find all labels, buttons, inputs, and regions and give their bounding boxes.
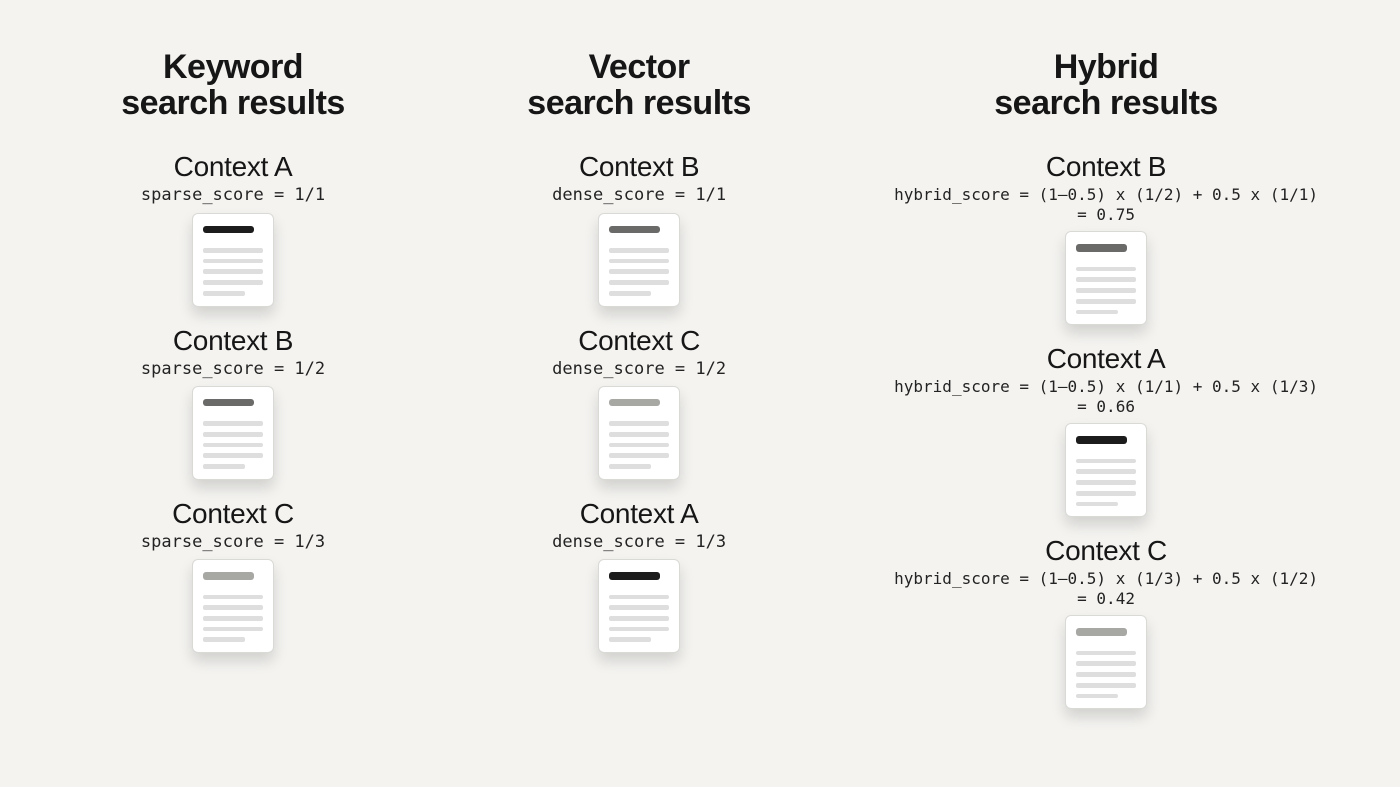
doc-body-line [609,248,669,253]
doc-body-line [1076,672,1136,677]
document-icon [192,386,274,480]
doc-header-line [1076,436,1127,444]
context-label: Context C [1045,535,1167,567]
doc-body-line [609,627,669,632]
document-icon [598,213,680,307]
score-text: dense_score = 1/3 [552,532,726,553]
doc-body-line [203,280,263,285]
doc-body-line [203,421,263,426]
result-item: Context B dense_score = 1/1 [552,151,726,306]
context-label: Context B [579,151,699,183]
result-item: Context B hybrid_score = (1–0.5) x (1/2)… [894,151,1318,325]
doc-body-line [1076,459,1136,464]
doc-body-line [609,432,669,437]
doc-body-line [203,464,245,469]
doc-body-line [1076,661,1136,666]
doc-body-line [1076,651,1136,656]
result-item: Context B sparse_score = 1/2 [141,325,325,480]
doc-body-line [203,291,245,296]
column-title: Keyword search results [121,50,345,121]
doc-body-line [203,595,263,600]
doc-body-line [609,464,651,469]
column-keyword: Keyword search results Context A sparse_… [30,50,436,757]
doc-header-line [1076,628,1127,636]
doc-header-line [609,399,660,407]
doc-header-line [609,226,660,234]
doc-body-line [609,280,669,285]
diagram-canvas: Keyword search results Context A sparse_… [0,0,1400,787]
doc-body-line [609,269,669,274]
doc-body-line [1076,502,1118,507]
doc-body-line [203,259,263,264]
document-icon [1065,615,1147,709]
score-text: hybrid_score = (1–0.5) x (1/3) + 0.5 x (… [894,569,1318,609]
doc-body-line [203,269,263,274]
result-item: Context A dense_score = 1/3 [552,498,726,653]
document-icon [192,213,274,307]
doc-body-line [1076,480,1136,485]
doc-body-line [1076,267,1136,272]
doc-body-line [609,443,669,448]
doc-body-line [1076,299,1136,304]
doc-body-line [203,453,263,458]
doc-body-line [1076,694,1118,699]
column-title: Vector search results [527,50,751,121]
doc-body-line [1076,310,1118,315]
result-item: Context C hybrid_score = (1–0.5) x (1/3)… [894,535,1318,709]
context-label: Context B [1046,151,1166,183]
doc-header-line [203,572,254,580]
column-vector: Vector search results Context B dense_sc… [436,50,842,757]
result-item: Context C dense_score = 1/2 [552,325,726,480]
doc-body-line [609,453,669,458]
doc-body-line [203,248,263,253]
result-item: Context A hybrid_score = (1–0.5) x (1/1)… [894,343,1318,517]
score-text: hybrid_score = (1–0.5) x (1/1) + 0.5 x (… [894,377,1318,417]
result-item: Context A sparse_score = 1/1 [141,151,325,306]
context-label: Context A [1047,343,1166,375]
document-icon [1065,231,1147,325]
document-icon [192,559,274,653]
doc-header-line [1076,244,1127,252]
doc-header-line [203,399,254,407]
document-icon [1065,423,1147,517]
score-text: hybrid_score = (1–0.5) x (1/2) + 0.5 x (… [894,185,1318,225]
score-text: sparse_score = 1/2 [141,359,325,380]
doc-body-line [609,259,669,264]
doc-body-line [203,605,263,610]
context-label: Context C [578,325,700,357]
doc-body-line [609,637,651,642]
doc-body-line [609,595,669,600]
context-label: Context A [580,498,699,530]
document-icon [598,559,680,653]
doc-body-line [1076,277,1136,282]
doc-body-line [609,616,669,621]
score-text: sparse_score = 1/1 [141,185,325,206]
doc-header-line [203,226,254,234]
context-label: Context A [174,151,293,183]
doc-body-line [609,421,669,426]
doc-body-line [203,432,263,437]
doc-body-line [1076,469,1136,474]
result-item: Context C sparse_score = 1/3 [141,498,325,653]
score-text: dense_score = 1/1 [552,185,726,206]
score-text: sparse_score = 1/3 [141,532,325,553]
doc-header-line [609,572,660,580]
doc-body-line [1076,288,1136,293]
column-hybrid: Hybrid search results Context B hybrid_s… [842,50,1370,757]
doc-body-line [609,291,651,296]
column-title: Hybrid search results [994,50,1218,121]
document-icon [598,386,680,480]
doc-body-line [1076,683,1136,688]
score-text: dense_score = 1/2 [552,359,726,380]
doc-body-line [203,616,263,621]
context-label: Context C [172,498,294,530]
doc-body-line [1076,491,1136,496]
doc-body-line [203,637,245,642]
context-label: Context B [173,325,293,357]
doc-body-line [203,443,263,448]
doc-body-line [203,627,263,632]
doc-body-line [609,605,669,610]
